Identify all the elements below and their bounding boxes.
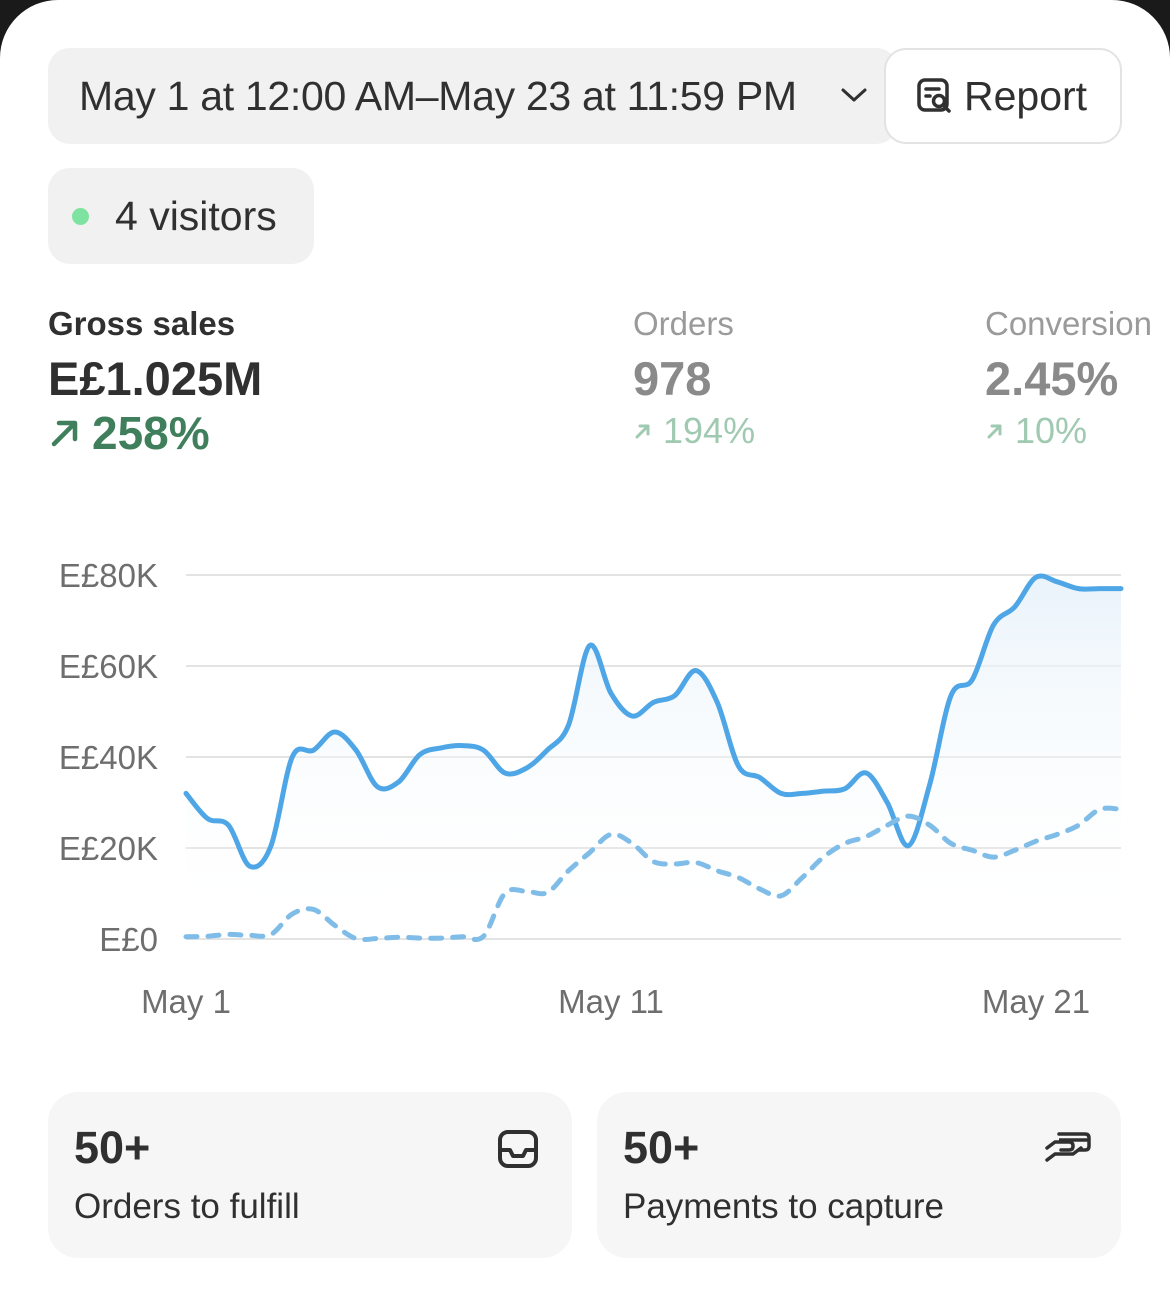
x-tick-label: May 1 (141, 983, 231, 1020)
y-tick-label: E£40K (59, 739, 158, 776)
hand-card-icon (1045, 1132, 1091, 1162)
metric-label: Orders (633, 305, 734, 342)
orders-to-fulfill-tile[interactable]: 50+ Orders to fulfill (48, 1092, 572, 1258)
y-tick-label: E£20K (59, 830, 158, 867)
live-visitors-button[interactable]: 4 visitors (48, 168, 314, 264)
arrow-up-right-icon (987, 424, 1002, 439)
report-button-label: Report (964, 72, 1088, 119)
metric-orders[interactable]: Orders 978 194% (633, 305, 755, 452)
metric-value: E£1.025M (48, 352, 263, 405)
arrow-up-right-icon (51, 420, 78, 447)
report-button[interactable]: Report (884, 48, 1122, 144)
date-range-label: May 1 at 12:00 AM–May 23 at 11:59 PM (79, 72, 797, 119)
metric-value: 978 (633, 352, 712, 405)
tile-label: Payments to capture (623, 1187, 944, 1226)
date-range-picker[interactable]: May 1 at 12:00 AM–May 23 at 11:59 PM (48, 48, 898, 144)
metric-label: Conversion (985, 305, 1152, 342)
inbox-icon (498, 1130, 538, 1168)
tile-value: 50+ (74, 1122, 151, 1173)
metric-value: 2.45% (985, 352, 1119, 405)
metric-label: Gross sales (48, 305, 236, 342)
y-tick-label: E£0 (99, 921, 158, 958)
series-area (186, 575, 1121, 939)
x-tick-label: May 11 (558, 983, 664, 1020)
metric-delta-value: 10% (1015, 410, 1088, 451)
metric-delta-value: 194% (663, 410, 756, 451)
gross-sales-chart: E£0 E£20K E£40K E£60K E£80K May 1 May 11 May 21 (59, 557, 1124, 1020)
y-tick-label: E£60K (59, 648, 158, 685)
series-line-comparison (183, 805, 1124, 943)
metric-delta-value: 258% (92, 407, 210, 459)
visitors-label: 4 visitors (115, 192, 277, 239)
payments-to-capture-tile[interactable]: 50+ Payments to capture (597, 1092, 1121, 1258)
chevron-down-icon (841, 88, 867, 102)
metric-gross-sales[interactable]: Gross sales E£1.025M 258% (48, 305, 262, 460)
metric-delta: 10% (985, 410, 1152, 452)
tile-label: Orders to fulfill (74, 1187, 300, 1226)
tile-value: 50+ (623, 1122, 700, 1173)
metric-delta: 258% (48, 406, 262, 460)
metric-conversion[interactable]: Conversion 2.45% 10% (985, 305, 1152, 452)
live-status-dot (72, 207, 89, 225)
metric-delta: 194% (633, 410, 755, 452)
arrow-up-right-icon (635, 424, 650, 439)
series-line-current (183, 573, 1124, 870)
y-tick-label: E£80K (59, 557, 158, 594)
report-search-icon (917, 78, 951, 113)
x-tick-label: May 21 (982, 983, 1090, 1020)
